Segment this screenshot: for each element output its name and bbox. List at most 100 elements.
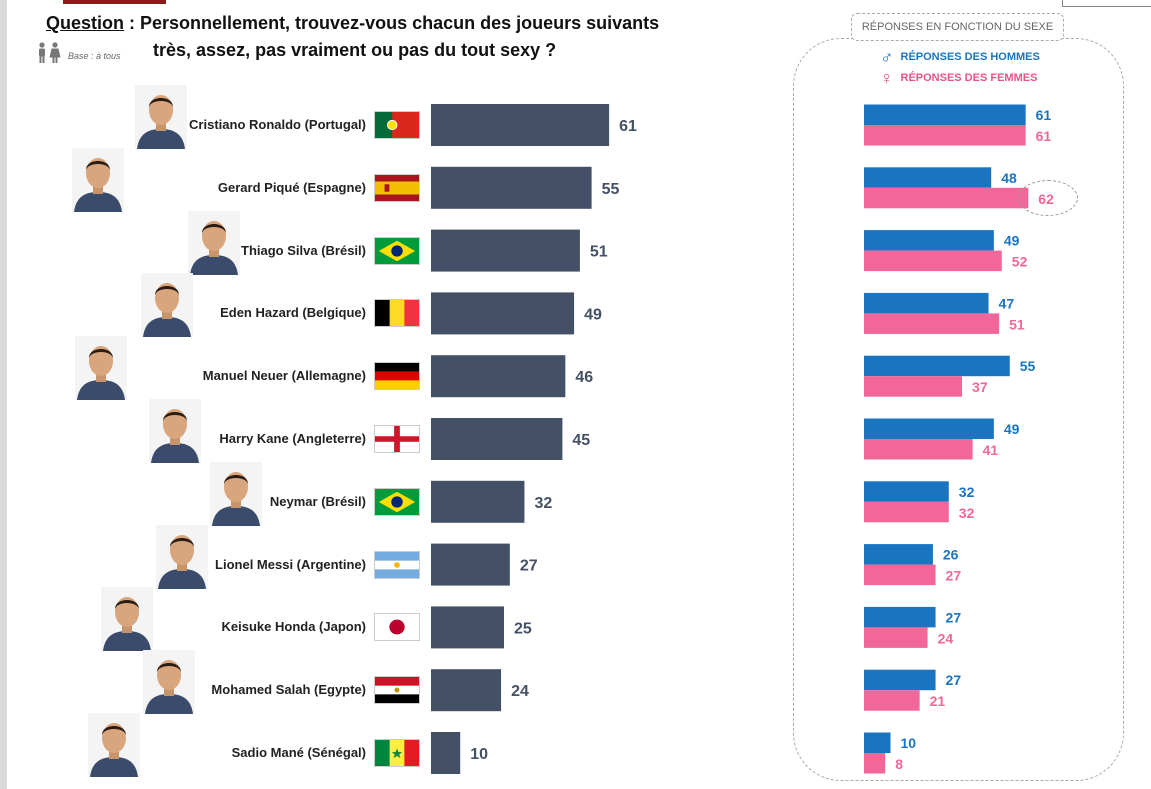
player-photo	[149, 399, 201, 463]
player-label: Lionel Messi (Argentine)	[215, 556, 366, 572]
men-bar	[864, 355, 1010, 377]
player-label: Mohamed Salah (Egypte)	[211, 682, 366, 698]
question-text-1: : Personnellement, trouvez-vous chacun d…	[124, 13, 660, 33]
male-symbol-icon: ♂	[880, 47, 894, 67]
overall-bar	[431, 355, 566, 398]
player-photo	[135, 85, 187, 149]
header-accent	[63, 0, 166, 4]
gender-panel-title: RÉPONSES EN FONCTION DU SEXE	[851, 13, 1064, 41]
female-symbol-icon: ♀	[880, 68, 894, 88]
women-value-label: 52	[1012, 254, 1028, 270]
overall-value-label: 32	[534, 495, 552, 512]
question-line-1: Question : Personnellement, trouvez-vous…	[46, 12, 659, 34]
overall-value-label: 55	[602, 181, 620, 198]
women-value-label: 8	[895, 756, 903, 772]
legend-women: ♀ RÉPONSES DES FEMMES	[880, 68, 1038, 88]
overall-value-label: 46	[575, 369, 593, 386]
women-value-label: 51	[1009, 316, 1025, 332]
men-bar	[864, 104, 1026, 125]
men-bar	[864, 167, 992, 188]
women-bar	[864, 125, 1026, 146]
men-value-label: 49	[1004, 421, 1020, 437]
overall-value-label: 25	[514, 620, 532, 637]
men-bar	[864, 418, 994, 439]
overall-bar	[431, 229, 580, 272]
question-line-2: très, assez, pas vraiment ou pas du tout…	[153, 40, 557, 60]
base-note: Base : à tous	[36, 42, 121, 69]
overall-value-label: 24	[511, 683, 529, 700]
men-value-label: 61	[1036, 107, 1052, 123]
left-border	[0, 0, 7, 789]
player-photo	[188, 210, 240, 275]
player-photo	[72, 147, 124, 212]
women-value-label: 21	[930, 693, 946, 709]
country-flag	[374, 299, 420, 328]
country-flag	[374, 613, 420, 642]
country-flag	[374, 487, 420, 516]
women-bar	[864, 501, 949, 523]
men-value-label: 10	[901, 735, 917, 751]
player-label: Harry Kane (Angleterre)	[219, 431, 366, 446]
player-photo	[101, 587, 153, 652]
men-value-label: 26	[943, 547, 959, 563]
overall-bar	[431, 166, 592, 209]
overall-value-label: 51	[590, 244, 608, 261]
player-label: Gerard Piqué (Espagne)	[217, 179, 366, 195]
men-bar	[864, 230, 994, 251]
men-value-label: 49	[1004, 233, 1020, 249]
women-value-label: 37	[972, 379, 988, 395]
legend-women-label: RÉPONSES DES FEMMES	[900, 72, 1038, 84]
men-bar	[864, 732, 891, 753]
country-flag	[374, 425, 420, 453]
player-label: Neymar (Brésil)	[269, 493, 366, 509]
country-flag	[374, 550, 420, 579]
men-value-label: 32	[959, 484, 975, 500]
corner-frame	[1062, 0, 1151, 7]
women-bar	[864, 564, 936, 586]
player-photo	[156, 524, 208, 589]
men-value-label: 48	[1001, 170, 1017, 186]
question-label: Question	[46, 13, 125, 33]
overall-value-label: 10	[470, 746, 488, 763]
player-photo	[88, 713, 140, 777]
men-value-label: 55	[1020, 358, 1036, 374]
player-label: Thiago Silva (Brésil)	[241, 242, 366, 258]
overall-value-label: 61	[619, 118, 637, 135]
overall-bar	[431, 292, 575, 335]
overall-bar	[431, 732, 461, 774]
player-photo	[141, 273, 193, 338]
women-bar	[864, 753, 886, 774]
overall-value-label: 49	[584, 306, 602, 323]
player-label: Sadio Mané (Sénégal)	[231, 745, 366, 760]
people-icon	[36, 42, 62, 69]
women-bar	[864, 376, 963, 397]
women-value-label: 61	[1036, 128, 1052, 144]
men-bar	[864, 292, 989, 314]
player-photo	[75, 336, 127, 401]
women-bar	[864, 439, 973, 460]
men-value-label: 27	[946, 609, 962, 625]
overall-bar	[431, 480, 525, 523]
overall-bar	[431, 606, 504, 649]
base-text: Base : à tous	[68, 50, 121, 61]
country-flag	[374, 173, 420, 202]
overall-bar	[431, 104, 610, 146]
men-bar	[864, 669, 936, 691]
player-photo	[210, 461, 262, 526]
country-flag	[374, 362, 420, 391]
women-bar	[864, 187, 1029, 209]
men-bar	[864, 544, 933, 565]
men-value-label: 27	[946, 672, 962, 688]
overall-bar	[431, 418, 563, 460]
legend-men-label: RÉPONSES DES HOMMES	[900, 51, 1040, 63]
country-flag	[374, 236, 420, 265]
women-value-label: 27	[946, 568, 962, 584]
women-bar	[864, 690, 920, 711]
women-bar	[864, 313, 1000, 334]
overall-bar	[431, 543, 510, 586]
men-bar	[864, 606, 936, 628]
player-label: Manuel Neuer (Allemagne)	[202, 368, 366, 384]
women-bar	[864, 250, 1002, 272]
